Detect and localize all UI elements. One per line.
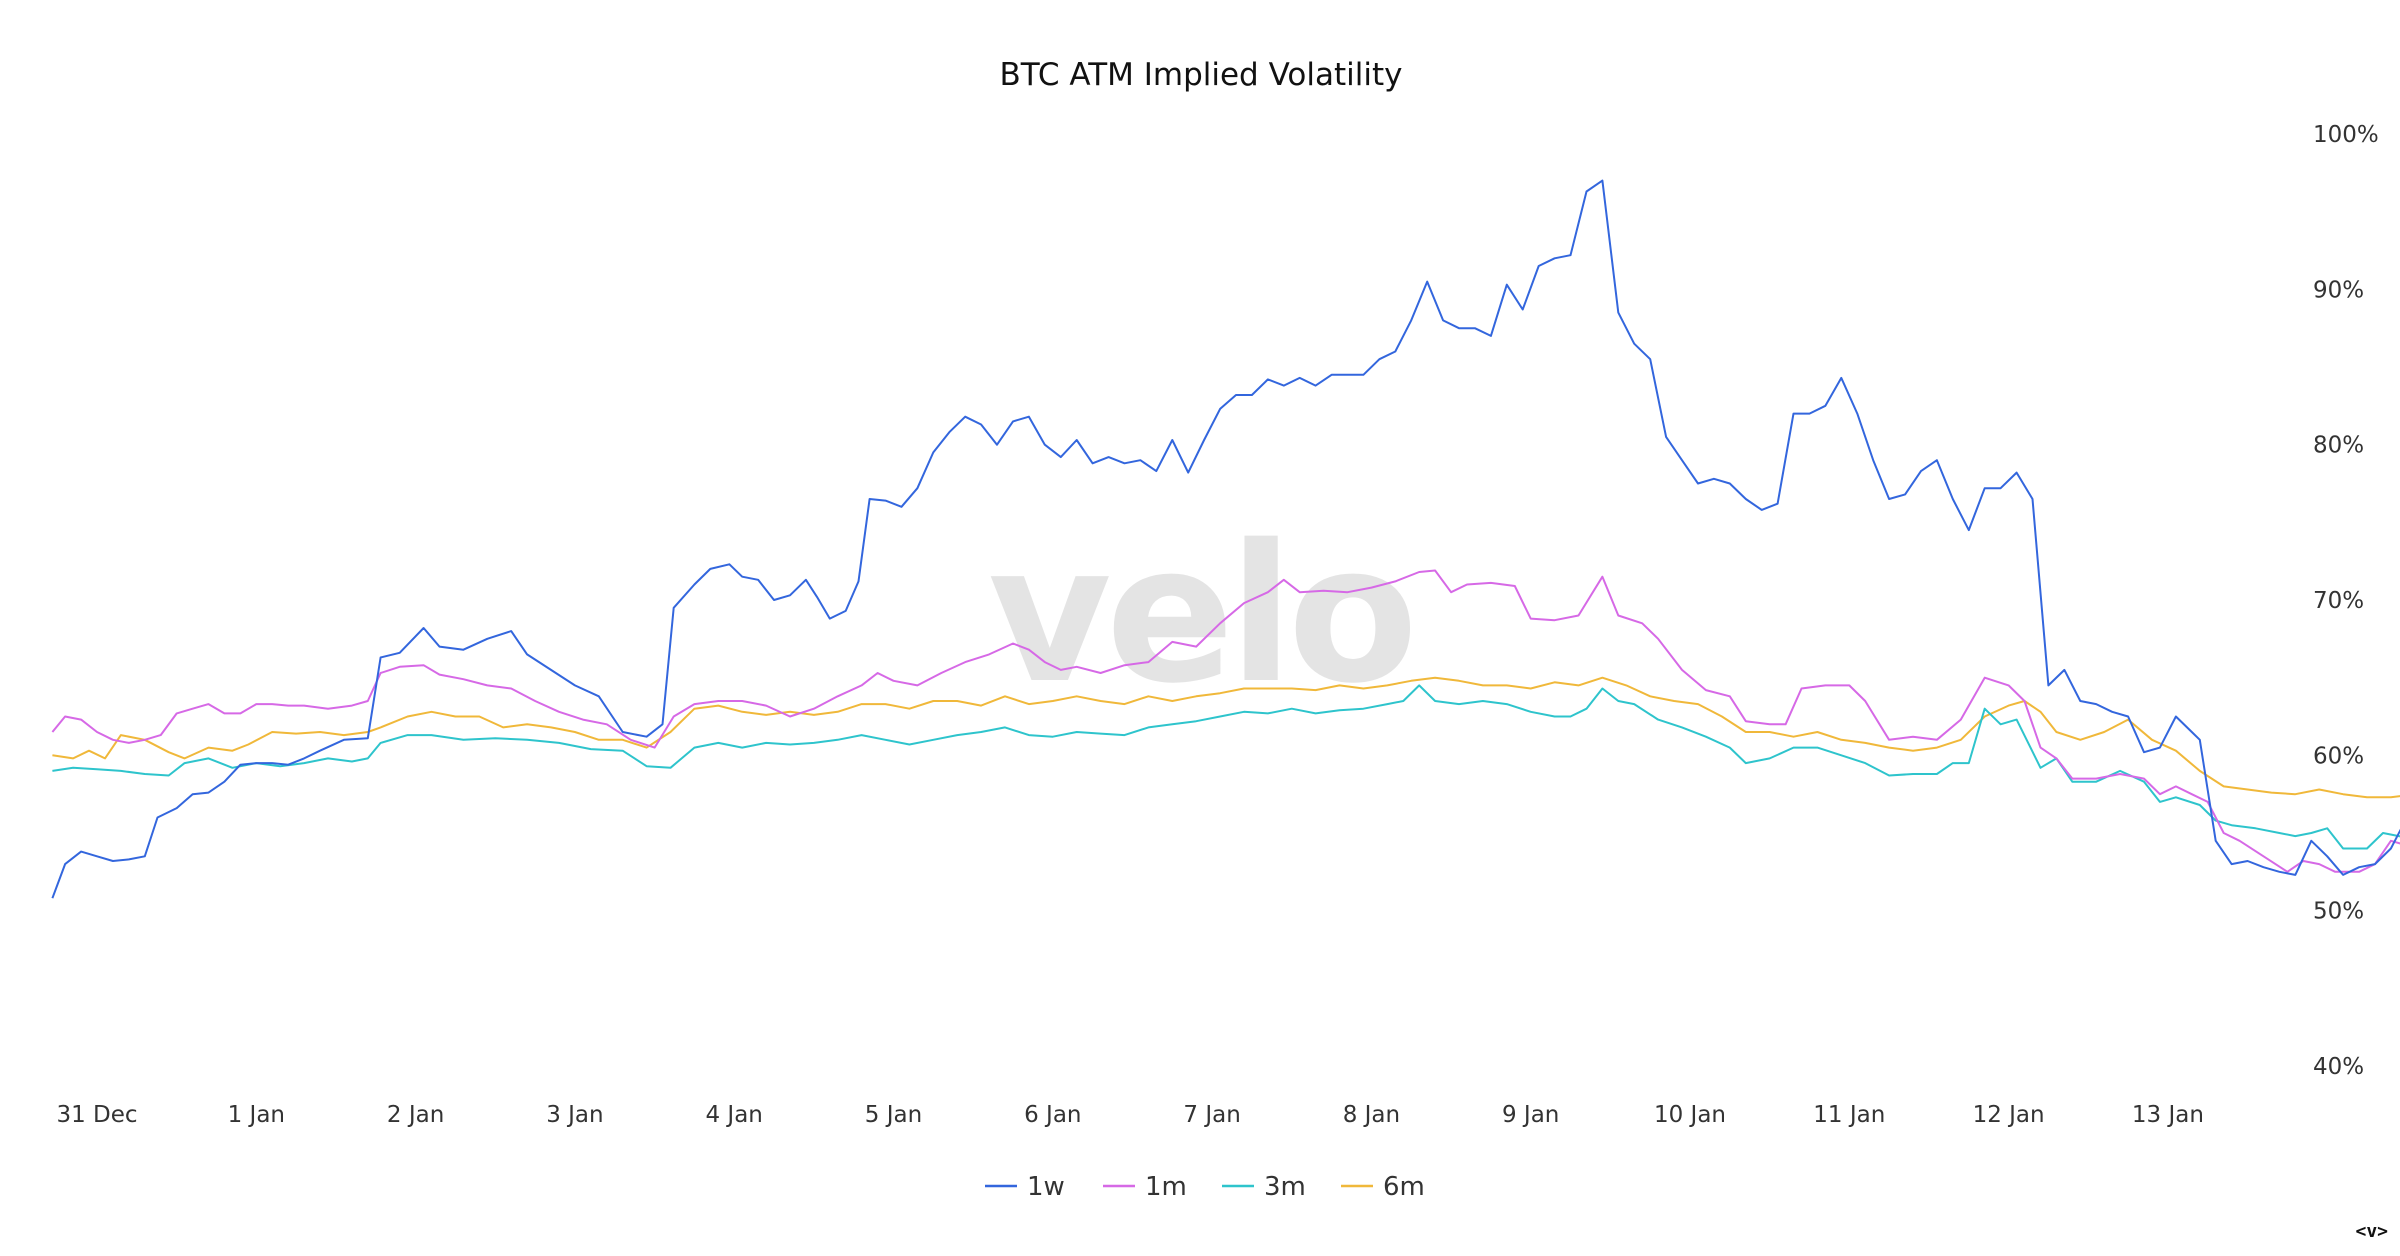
x-tick-label: 1 Jan	[228, 1102, 285, 1128]
x-tick-label: 13 Jan	[2132, 1102, 2204, 1128]
x-tick-label: 12 Jan	[1973, 1102, 2045, 1128]
series-line-1m	[51, 569, 2400, 873]
x-axis: 31 Dec 1 Jan 2 Jan 3 Jan 4 Jan 5 Jan 6 Jan 7 Ja…	[56, 1102, 2203, 1128]
x-tick-label: 11 Jan	[1813, 1102, 1885, 1128]
x-tick-label: 9 Jan	[1502, 1102, 1559, 1128]
legend[interactable]: 1w 1m 3m 6m	[985, 1172, 1425, 1202]
y-tick-label: 40%	[2313, 1054, 2364, 1080]
y-tick-label: 70%	[2313, 588, 2364, 614]
plot-area	[51, 179, 2400, 899]
chart-title: BTC ATM Implied Volatility	[1000, 57, 1403, 93]
y-tick-label: 100%	[2313, 122, 2379, 148]
watermark-logo: velo	[988, 504, 1412, 725]
x-tick-label: 2 Jan	[387, 1102, 444, 1128]
legend-label: 3m	[1264, 1172, 1306, 1202]
legend-label: 6m	[1383, 1172, 1425, 1202]
legend-label: 1m	[1145, 1172, 1187, 1202]
legend-item-3m[interactable]: 3m	[1222, 1172, 1306, 1202]
y-tick-label: 60%	[2313, 743, 2364, 769]
series-line-1w	[51, 179, 2400, 899]
series-line-6m	[52, 676, 2400, 799]
x-tick-label: 3 Jan	[546, 1102, 603, 1128]
x-tick-label: 4 Jan	[705, 1102, 762, 1128]
legend-label: 1w	[1027, 1172, 1065, 1202]
y-tick-label: 90%	[2313, 277, 2364, 303]
x-tick-label: 8 Jan	[1343, 1102, 1400, 1128]
x-tick-label: 31 Dec	[56, 1102, 137, 1128]
chart-menu-toggle[interactable]: <v>	[2355, 1221, 2388, 1242]
x-tick-label: 5 Jan	[865, 1102, 922, 1128]
y-axis: 40% 50% 60% 70% 80% 90% 100%	[2313, 122, 2379, 1080]
x-tick-label: 6 Jan	[1024, 1102, 1081, 1128]
legend-item-1w[interactable]: 1w	[985, 1172, 1065, 1202]
y-tick-label: 80%	[2313, 433, 2364, 459]
x-tick-label: 10 Jan	[1654, 1102, 1726, 1128]
series-line-3m	[52, 684, 2400, 850]
x-tick-label: 7 Jan	[1183, 1102, 1240, 1128]
legend-item-1m[interactable]: 1m	[1103, 1172, 1187, 1202]
legend-item-6m[interactable]: 6m	[1341, 1172, 1425, 1202]
y-tick-label: 50%	[2313, 899, 2364, 925]
